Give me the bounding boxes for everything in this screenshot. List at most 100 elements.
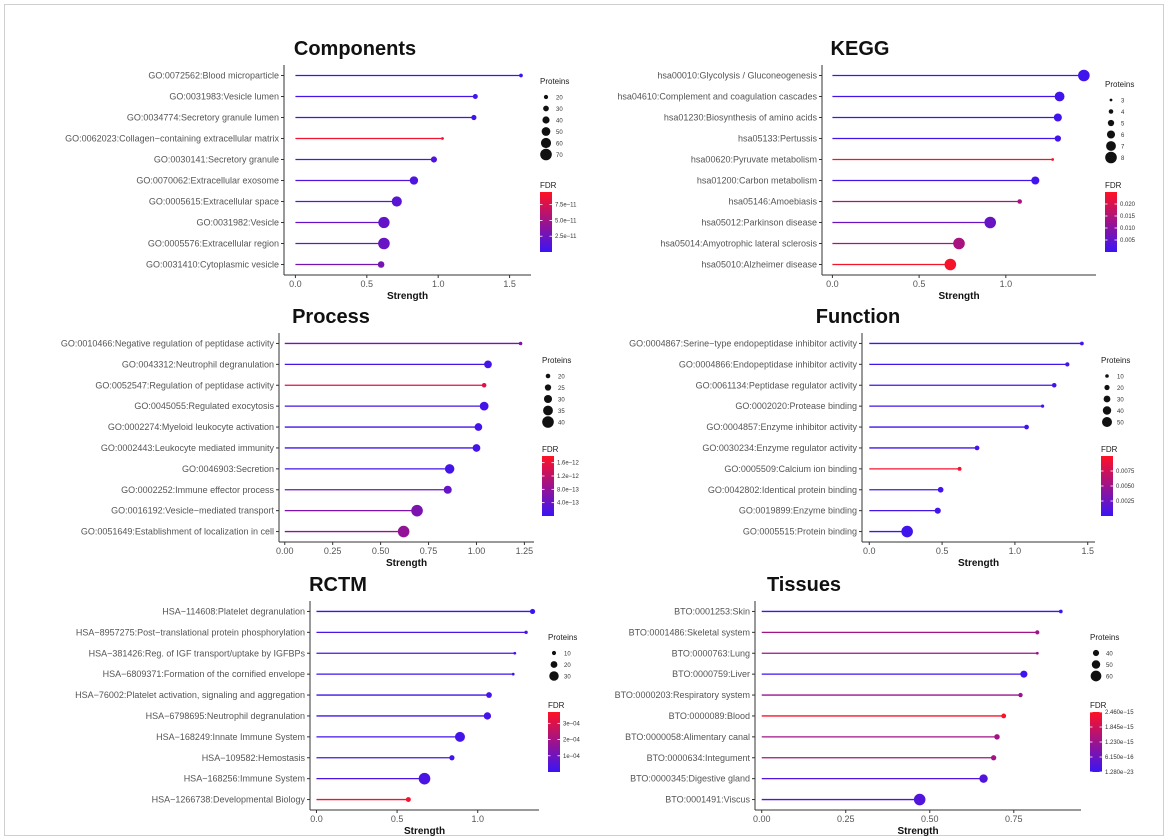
lollipop-dot [444, 464, 455, 474]
lollipop-dot [1024, 424, 1029, 430]
size-legend-title: Proteins [1101, 356, 1130, 365]
x-axis-label: Strength [386, 558, 427, 569]
category-label: HSA−109582:Hemostasis [202, 753, 306, 763]
size-legend-label: 60 [1106, 675, 1113, 681]
category-label: GO:0052547:Regulation of peptidase activ… [95, 380, 274, 390]
x-tick-label: 0.0 [289, 279, 302, 289]
category-label: BTO:0000203:Respiratory system [615, 690, 750, 700]
color-legend-label: 0.0050 [1116, 484, 1135, 490]
size-legend-dot [550, 661, 558, 668]
lollipop-dot [1051, 382, 1057, 388]
category-label: HSA−6809371:Formation of the cornified e… [103, 669, 305, 679]
category-label: GO:0002274:Myeloid leukocyte activation [108, 422, 274, 432]
size-legend-label: 20 [1117, 386, 1124, 392]
x-tick-label: 0.5 [361, 279, 374, 289]
size-legend-label: 3 [1121, 99, 1125, 105]
color-legend-bar [542, 456, 554, 516]
x-tick-label: 1.0 [1009, 546, 1022, 556]
size-legend-label: 6 [1121, 133, 1125, 139]
category-label: HSA−114608:Platelet degranulation [162, 606, 305, 616]
lollipop-dot [511, 672, 515, 676]
size-legend-title: Proteins [542, 356, 571, 365]
lollipop-dot [1065, 362, 1070, 367]
size-legend-label: 35 [558, 409, 565, 415]
color-legend-label: 1.6e−12 [557, 461, 580, 467]
size-legend-dot [1106, 130, 1116, 139]
size-legend-dot [1092, 649, 1100, 657]
category-label: GO:0046903:Secretion [182, 464, 274, 474]
panel-title: Tissues [767, 574, 841, 596]
category-label: GO:0005576:Extracellular region [148, 239, 279, 249]
size-legend-label: 30 [1117, 398, 1124, 404]
category-label: GO:0016192:Vesicle−mediated transport [111, 506, 274, 516]
size-legend-dot [1102, 406, 1112, 415]
lollipop-dot [529, 608, 536, 615]
lollipop-dot [486, 692, 492, 698]
size-legend-label: 60 [556, 142, 563, 148]
size-legend-dot [549, 671, 559, 681]
lollipop-dot [1035, 651, 1039, 655]
size-legend-label: 50 [556, 130, 563, 136]
size-legend-dot [1106, 141, 1116, 151]
category-label: GO:0062023:Collagen−containing extracell… [65, 134, 279, 144]
lollipop-dot [524, 630, 528, 635]
panel-title: Process [292, 306, 370, 328]
size-legend-dot [1102, 417, 1112, 427]
size-legend-label: 30 [558, 398, 565, 404]
category-label: HSA−8957275:Post−translational protein p… [76, 627, 305, 637]
category-label: GO:0072562:Blood microparticle [148, 71, 279, 81]
panel-function: Function GO:0004867:Serine−type endopepti… [629, 306, 1135, 569]
category-label: GO:0004866:Endopeptidase inhibitor activ… [679, 359, 858, 369]
size-legend-dot [1109, 98, 1113, 102]
size-legend-label: 5 [1121, 122, 1125, 128]
lollipop-dot [1040, 404, 1045, 408]
lollipop-dot [994, 734, 1000, 740]
size-legend-label: 20 [564, 663, 571, 669]
size-legend-label: 40 [556, 119, 563, 125]
color-legend-label: 1e−04 [563, 754, 581, 760]
color-legend-title: FDR [548, 701, 565, 710]
category-label: hsa00620:Pyruvate metabolism [691, 155, 817, 165]
color-legend-bar [1105, 192, 1117, 252]
category-label: hsa05012:Parkinson disease [701, 218, 817, 228]
color-legend-title: FDR [1090, 701, 1107, 710]
size-legend: Proteins 3 4 5 6 7 8 [1105, 80, 1134, 164]
lollipop-dot [484, 360, 492, 369]
lollipop-dot [913, 793, 926, 806]
x-tick-label: 0.00 [276, 546, 294, 556]
color-legend-label: 0.010 [1120, 226, 1136, 232]
color-legend-bar [548, 712, 560, 772]
size-legend-title: Proteins [548, 633, 577, 642]
color-legend-label: 0.015 [1120, 214, 1136, 220]
x-axis-label: Strength [897, 826, 938, 837]
category-label: GO:0034774:Secretory granule lumen [127, 113, 279, 123]
category-label: GO:0031983:Vesicle lumen [169, 92, 279, 102]
color-legend-title: FDR [540, 181, 557, 190]
size-legend-dot [540, 137, 552, 149]
category-label: hsa05146:Amoebiasis [728, 197, 817, 207]
lollipop-dot [1058, 609, 1063, 614]
color-legend-label: 4.0e−13 [557, 501, 580, 507]
color-legend-label: 1.2e−12 [557, 474, 580, 480]
category-label: HSA−381426:Reg. of IGF transport/uptake … [89, 648, 306, 658]
x-tick-label: 1.0 [432, 279, 445, 289]
lollipop-dot [418, 772, 431, 785]
x-tick-label: 0.50 [372, 546, 390, 556]
category-label: GO:0051649:Establishment of localization… [81, 527, 274, 537]
x-tick-label: 1.0 [471, 814, 484, 824]
x-axis-label: Strength [404, 826, 445, 837]
lollipop-dot [1017, 199, 1022, 204]
panel-process: Process GO:0010466:Negative regulation of… [61, 306, 580, 569]
color-legend-label: 2e−04 [563, 738, 581, 744]
size-legend-dot [1103, 395, 1111, 403]
x-tick-label: 1.0 [1000, 279, 1013, 289]
size-legend-dot [1091, 660, 1101, 669]
size-legend-label: 10 [564, 652, 571, 658]
color-legend-title: FDR [1105, 181, 1122, 190]
category-label: GO:0002252:Immune effector process [121, 485, 274, 495]
category-label: GO:0005615:Extracellular space [149, 197, 279, 207]
panel-tissues: Tissues BTO:0001253:Skin BTO:0001486:Skele… [615, 574, 1135, 837]
size-legend-label: 20 [558, 375, 565, 381]
lollipop-dot [1001, 713, 1007, 719]
category-label: hsa05010:Alzheimer disease [701, 260, 817, 270]
